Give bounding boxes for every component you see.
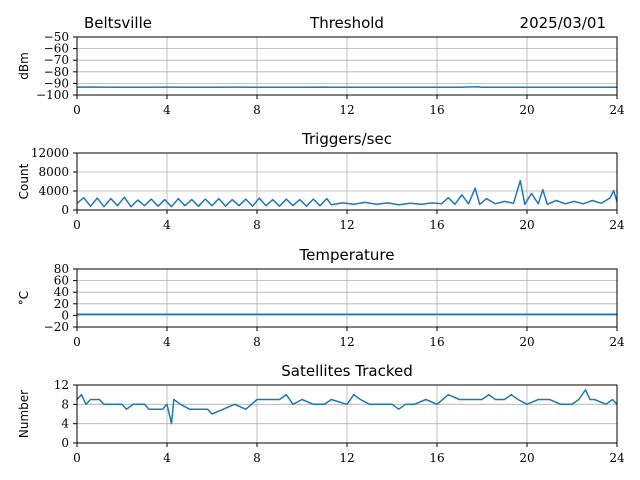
y-tick-label: 4000 [38, 184, 69, 198]
date-label: 2025/03/01 [520, 14, 606, 32]
y-tick-label: 12 [54, 378, 69, 392]
x-tick-label: 8 [253, 451, 261, 465]
triggers-panel: 0 4 8 12 16 20 24 12000 8000 4000 0 Triggers/sec Cou… [17, 130, 625, 232]
x-tick-label: 16 [429, 103, 444, 117]
x-tick-label: 16 [429, 335, 444, 349]
x-tick-label: 0 [73, 103, 81, 117]
satellites-ylabel: Number [17, 390, 31, 438]
y-tick-label: 4 [61, 417, 69, 431]
satellites-panel: 0 4 8 12 16 20 24 12 8 4 0 Satellites Tracked Number [17, 362, 625, 465]
y-tick-label: 0 [61, 436, 69, 450]
y-tick-label: 60 [54, 274, 69, 288]
x-tick-label: 20 [519, 103, 534, 117]
x-tick-label: 4 [163, 451, 171, 465]
x-tick-label: 0 [73, 218, 81, 232]
x-tick-label: 8 [253, 218, 261, 232]
plot-frame [76, 384, 618, 444]
threshold-series-line [77, 86, 617, 89]
x-tick-label: 0 [73, 451, 81, 465]
x-tick-label: 12 [339, 218, 354, 232]
x-tick-label: 12 [339, 103, 354, 117]
triggers-series-line [77, 179, 617, 208]
y-tick-label: −70 [44, 53, 69, 67]
x-tick-label: 4 [163, 218, 171, 232]
y-tick-label: −60 [44, 42, 69, 56]
satellites-title: Satellites Tracked [281, 362, 412, 380]
x-tick-label: 16 [429, 218, 444, 232]
y-tick-label: −20 [44, 320, 69, 334]
x-tick-label: 20 [519, 218, 534, 232]
threshold-panel: 0 4 8 12 16 20 24 −50−60−70−80−90−100 Threshold d… [17, 14, 625, 117]
temperature-ylabel: °C [17, 291, 31, 305]
plot-frame [76, 36, 618, 96]
x-tick-label: 4 [163, 335, 171, 349]
plot-frame [76, 268, 618, 328]
y-tick-label: 8000 [38, 165, 69, 179]
threshold-ylabel: dBm [17, 52, 31, 80]
x-tick-label: 20 [519, 451, 534, 465]
plot-frame [76, 152, 618, 211]
y-tick-label: −80 [44, 65, 69, 79]
y-tick-label: −50 [44, 30, 69, 44]
y-tick-label: −100 [36, 88, 69, 102]
x-tick-label: 20 [519, 335, 534, 349]
x-tick-label: 24 [609, 103, 625, 117]
y-tick-label: 12000 [31, 146, 69, 160]
triggers-ylabel: Count [17, 163, 31, 199]
panels: 0 4 8 12 16 20 24 −50−60−70−80−90−100 Threshold d… [17, 14, 625, 465]
x-tick-label: 24 [609, 451, 625, 465]
x-tick-label: 12 [339, 335, 354, 349]
x-tick-label: 12 [339, 451, 354, 465]
x-tick-label: 24 [609, 335, 625, 349]
satellites-series-line [77, 389, 617, 425]
y-tick-label: 40 [54, 285, 69, 299]
triggers-title: Triggers/sec [301, 130, 392, 148]
y-tick-label: −90 [44, 76, 69, 90]
x-tick-label: 8 [253, 103, 261, 117]
y-tick-label: 80 [54, 262, 69, 276]
station-label: Beltsville [84, 14, 152, 32]
x-tick-label: 0 [73, 335, 81, 349]
y-tick-label: 0 [61, 308, 69, 322]
y-tick-label: 8 [61, 397, 69, 411]
temperature-title: Temperature [298, 246, 394, 264]
y-tick-label: 20 [54, 297, 69, 311]
x-tick-label: 24 [609, 218, 625, 232]
x-tick-label: 8 [253, 335, 261, 349]
x-tick-label: 16 [429, 451, 444, 465]
x-tick-label: 4 [163, 103, 171, 117]
y-tick-label: 0 [61, 203, 69, 217]
threshold-title: Threshold [309, 14, 384, 32]
